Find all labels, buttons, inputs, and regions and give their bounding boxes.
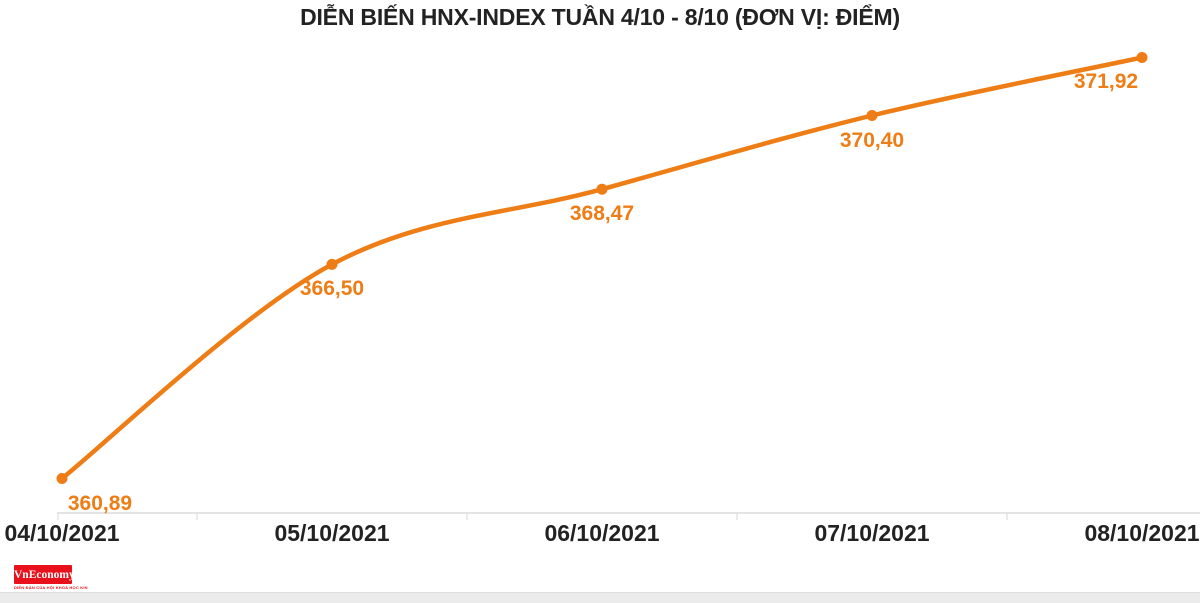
data-point (866, 110, 878, 121)
x-axis-label: 06/10/2021 (544, 520, 660, 546)
data-point (326, 258, 338, 270)
x-axis-label: 07/10/2021 (814, 520, 930, 546)
point-value-label: 370,40 (839, 128, 905, 152)
chart-title: DIỄN BIẾN HNX-INDEX TUẦN 4/10 - 8/10 (ĐƠ… (300, 4, 900, 30)
point-value-label: 371,92 (1073, 70, 1139, 94)
vneconomy-logo-box: VnEconomy (14, 565, 75, 584)
point-value-label: 368,47 (569, 202, 635, 226)
x-axis-label: 04/10/2021 (4, 520, 120, 546)
hnx-index-line (59, 55, 1145, 481)
data-point (56, 473, 68, 484)
vneconomy-tagline: DIỄN ĐÀN CỦA HỘI KHOA HỌC KINH TẾ VIỆT N… (14, 585, 88, 590)
vneconomy-logo: VnEconomy DIỄN ĐÀN CỦA HỘI KHOA HỌC KINH… (14, 565, 94, 590)
data-point (596, 183, 608, 195)
point-value-label: 366,50 (299, 277, 365, 301)
data-point (1136, 52, 1148, 63)
bottom-bar (0, 592, 1200, 603)
x-axis-label: 05/10/2021 (274, 520, 390, 546)
point-value-label: 360,89 (67, 491, 133, 515)
x-axis-label: 08/10/2021 (1084, 520, 1200, 546)
